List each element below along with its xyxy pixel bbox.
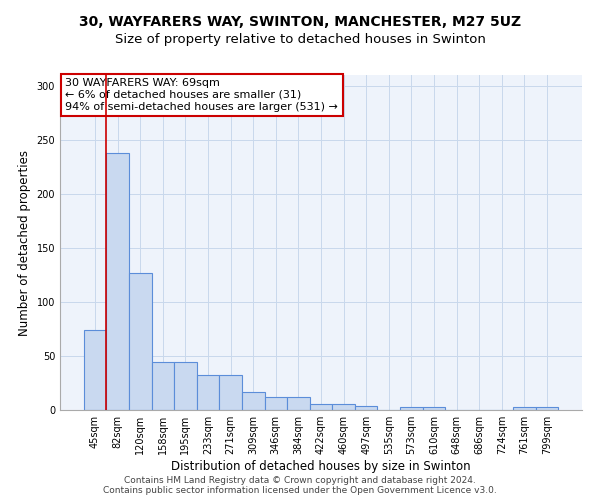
Text: 30 WAYFARERS WAY: 69sqm
← 6% of detached houses are smaller (31)
94% of semi-det: 30 WAYFARERS WAY: 69sqm ← 6% of detached… [65, 78, 338, 112]
Bar [287, 397, 310, 410]
Bar [536, 407, 558, 410]
Bar [220, 376, 242, 410]
Text: 30, WAYFARERS WAY, SWINTON, MANCHESTER, M27 5UZ: 30, WAYFARERS WAY, SWINTON, MANCHESTER, … [79, 15, 521, 29]
Bar [310, 404, 332, 410]
Bar [106, 153, 129, 410]
Bar [400, 407, 422, 410]
Bar [197, 376, 220, 410]
Bar [265, 397, 287, 410]
Text: Contains HM Land Registry data © Crown copyright and database right 2024.
Contai: Contains HM Land Registry data © Crown c… [103, 476, 497, 495]
Text: Size of property relative to detached houses in Swinton: Size of property relative to detached ho… [115, 32, 485, 46]
Bar [513, 407, 536, 410]
Bar [422, 407, 445, 410]
Bar [129, 273, 152, 410]
X-axis label: Distribution of detached houses by size in Swinton: Distribution of detached houses by size … [171, 460, 471, 473]
Bar [355, 406, 377, 410]
Bar [174, 362, 197, 410]
Y-axis label: Number of detached properties: Number of detached properties [18, 150, 31, 336]
Bar [152, 362, 174, 410]
Bar [332, 404, 355, 410]
Bar [84, 330, 106, 410]
Bar [242, 392, 265, 410]
